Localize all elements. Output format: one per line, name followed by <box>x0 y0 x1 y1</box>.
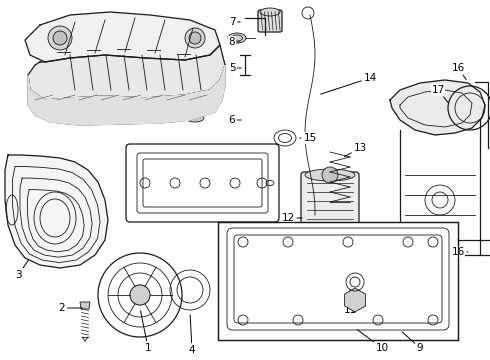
Text: 13: 13 <box>344 143 367 157</box>
Text: 16: 16 <box>451 63 466 80</box>
Ellipse shape <box>66 114 84 122</box>
Polygon shape <box>28 45 225 100</box>
Ellipse shape <box>126 114 144 122</box>
Circle shape <box>322 167 338 183</box>
Polygon shape <box>390 80 485 135</box>
Ellipse shape <box>186 114 204 122</box>
Circle shape <box>48 26 72 50</box>
FancyBboxPatch shape <box>126 144 279 222</box>
Ellipse shape <box>260 8 280 16</box>
Polygon shape <box>25 12 220 62</box>
Text: 6: 6 <box>229 115 241 125</box>
Text: 5: 5 <box>229 63 241 73</box>
Text: 1: 1 <box>141 311 151 353</box>
Text: 4: 4 <box>189 315 196 355</box>
Polygon shape <box>344 288 366 312</box>
Circle shape <box>130 285 150 305</box>
Text: 8: 8 <box>229 37 240 47</box>
FancyBboxPatch shape <box>258 10 282 32</box>
Text: 10: 10 <box>357 330 389 353</box>
Text: 16: 16 <box>451 247 468 257</box>
Text: 12: 12 <box>281 213 302 223</box>
Circle shape <box>185 28 205 48</box>
Text: 3: 3 <box>15 260 28 280</box>
Text: 2: 2 <box>59 303 82 313</box>
Text: 15: 15 <box>300 133 317 143</box>
Text: 9: 9 <box>402 332 423 353</box>
Text: 17: 17 <box>431 85 448 103</box>
Ellipse shape <box>156 114 174 122</box>
Ellipse shape <box>228 33 246 43</box>
Text: 11: 11 <box>343 290 357 315</box>
FancyBboxPatch shape <box>301 172 359 248</box>
Polygon shape <box>28 65 225 125</box>
Ellipse shape <box>305 169 355 181</box>
Circle shape <box>53 31 67 45</box>
Circle shape <box>189 32 201 44</box>
Text: 7: 7 <box>229 17 240 27</box>
Polygon shape <box>80 302 90 309</box>
Text: 14: 14 <box>320 73 377 94</box>
Ellipse shape <box>96 114 114 122</box>
Bar <box>218 222 458 340</box>
Polygon shape <box>5 155 108 268</box>
